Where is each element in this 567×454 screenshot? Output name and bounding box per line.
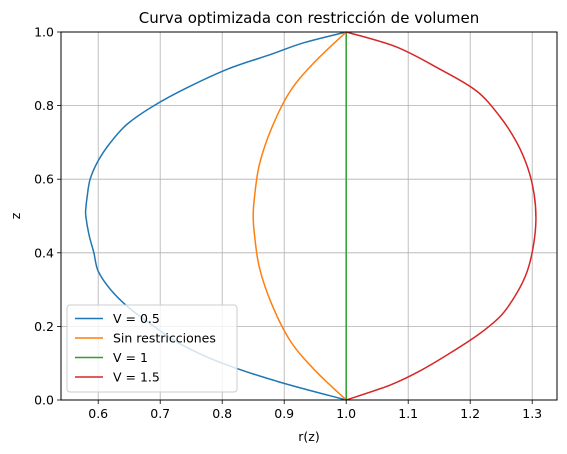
series-line bbox=[345, 31, 537, 401]
x-axis-label: r(z) bbox=[298, 429, 319, 444]
x-tick-label: 1.0 bbox=[336, 406, 356, 421]
x-tick-label: 1.2 bbox=[460, 406, 480, 421]
legend-label: V = 0.5 bbox=[113, 311, 160, 326]
legend-label: V = 1.5 bbox=[113, 370, 160, 385]
y-axis-label: z bbox=[8, 212, 23, 219]
y-tick-label: 0.0 bbox=[34, 393, 54, 408]
y-tick-label: 1.0 bbox=[34, 25, 54, 40]
series-line bbox=[252, 31, 347, 401]
axis-ticks: 0.6 0.7 0.8 0.9 1.0 1.1 1.2 1.3 0.0 0.2 0.4 0.6 0.8 1… bbox=[34, 25, 542, 422]
x-tick-label: 0.8 bbox=[212, 406, 232, 421]
x-tick-label: 0.7 bbox=[150, 406, 170, 421]
x-tick-label: 0.6 bbox=[88, 406, 108, 421]
legend-box bbox=[66, 304, 238, 393]
y-tick-label: 0.8 bbox=[34, 98, 54, 113]
legend-label: V = 1 bbox=[113, 350, 148, 365]
x-tick-label: 0.9 bbox=[274, 406, 294, 421]
x-tick-label: 1.1 bbox=[398, 406, 418, 421]
y-tick-label: 0.6 bbox=[34, 172, 54, 187]
x-tick-label: 1.3 bbox=[522, 406, 542, 421]
plot-series bbox=[84, 31, 537, 401]
plot-frame bbox=[60, 31, 558, 401]
legend-label: Sin restricciones bbox=[113, 331, 216, 346]
chart-title: Curva optimizada con restricción de volu… bbox=[139, 9, 480, 27]
y-tick-label: 0.2 bbox=[34, 319, 54, 334]
legend: V = 0.5 Sin restricciones V = 1 V = 1.5 bbox=[66, 304, 238, 393]
y-tick-label: 0.4 bbox=[34, 245, 54, 260]
